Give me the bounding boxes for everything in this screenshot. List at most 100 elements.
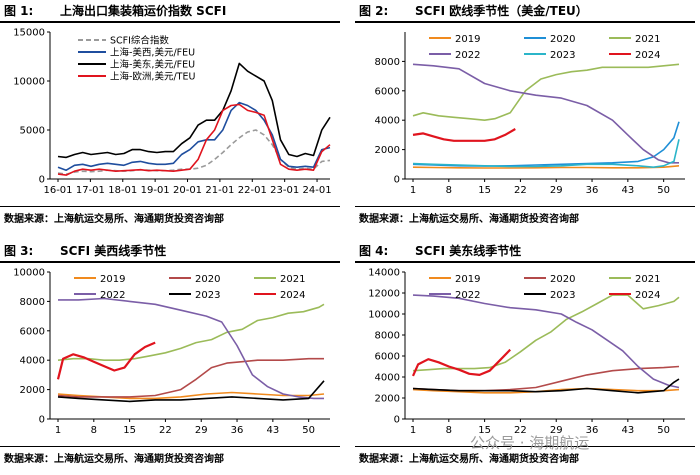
series-line-2024 [411,348,511,377]
x-tick-label: 8 [446,425,452,436]
y-tick-label: 10000 [13,77,45,88]
x-tick-label: 29 [195,425,208,436]
x-tick-label: 43 [621,425,634,436]
x-tick-label: 1 [55,425,61,436]
y-tick-label: 0 [39,175,45,186]
x-tick-label: 22-01 [238,185,267,196]
legend-label: 2023 [195,290,220,301]
x-tick-label: 8 [91,425,97,436]
legend-label: 2019 [455,274,480,285]
line-chart-fig4: 0 2000 4000 6000 8000 10000 12000 14000 1 8 15 22 29… [368,268,685,436]
data-source-note: 数据来源：上海航运交易所、海通期货投资咨询部 [4,454,224,465]
x-tick-label: 43 [266,425,279,436]
series-line-2024 [412,128,516,142]
y-tick-label: 2000 [375,394,400,405]
legend-label: 2020 [195,274,220,285]
series-line-2022 [58,297,324,400]
x-tick-label: 22 [514,425,527,436]
y-tick-label: 6000 [375,86,400,97]
x-tick-label: 15 [478,425,491,436]
y-tick-label: 6000 [20,326,45,337]
data-source-note: 数据来源：上海航运交易所、海通期货投资咨询部 [359,454,579,465]
y-tick-label: 8000 [375,57,400,68]
series-line-2021 [412,294,680,372]
x-tick-label: 18-01 [108,185,137,196]
title-rule [0,21,340,23]
source-rule [355,206,695,207]
legend-label: 2019 [100,274,125,285]
legend-label: SCFI综合指数 [110,35,169,47]
x-tick-label: 20-01 [173,185,202,196]
x-tick-label: 29 [550,185,563,196]
source-rule [355,446,695,447]
series-line-2022 [412,294,680,389]
line-chart-fig3: 0 2000 4000 6000 8000 10000 1 8 15 22 29 36 43 50 2019… [13,268,330,436]
series-line-2021 [412,63,680,121]
y-tick-label: 10000 [13,268,45,279]
y-tick-label: 2000 [20,385,45,396]
chart-panel-fig3: 图 3: SCFI 美西线季节性 0 2000 4000 6000 8000 10000 1 8… [0,240,340,474]
legend-label: 2024 [635,50,660,61]
line-chart-fig2: 0 2000 4000 6000 8000 1 8 15 22 29 36 43 50 2019 2020 2… [375,32,685,196]
series-line-2021 [57,303,325,361]
watermark: 公众号 · 海期航运 [470,434,590,452]
y-tick-label: 0 [394,415,400,426]
x-tick-label: 36 [231,425,244,436]
chart-title: 图 2: SCFI 欧线季节性（美金/TEU） [359,4,588,18]
line-chart-fig1: 0 5000 10000 15000 16-01 17-01 18-01 19-01 20-01… [13,28,332,197]
x-tick-label: 50 [302,425,315,436]
x-tick-label: 16-01 [43,185,72,196]
series-line-2023 [412,378,680,394]
title-rule [355,261,695,263]
legend-label: 2022 [455,50,480,61]
chart-panel-fig2: 图 2: SCFI 欧线季节性（美金/TEU） 0 2000 4000 6000 8000… [355,0,695,234]
y-tick-label: 8000 [375,331,400,342]
y-tick-label: 6000 [375,352,400,363]
x-tick-label: 50 [657,425,670,436]
chart-panel-fig4: 图 4: SCFI 美东线季节性 0 2000 4000 6000 8000 10000 1 2… [355,240,695,474]
source-rule [0,446,340,447]
x-tick-label: 23-01 [270,185,299,196]
title-rule [355,21,695,23]
legend-label: 2020 [550,34,575,45]
series-line-2020 [57,357,324,398]
x-tick-label: 29 [550,425,563,436]
legend-label: 2019 [455,34,480,45]
x-tick-label: 43 [621,185,634,196]
x-tick-label: 1 [410,185,416,196]
y-tick-label: 5000 [20,126,45,137]
series-line-2020 [412,365,680,392]
x-tick-label: 50 [657,185,670,196]
legend-label: 上海-欧洲,美元/TEU [110,71,195,83]
series-line-SCFI综合指数 [57,129,331,175]
x-tick-label: 19-01 [141,185,170,196]
series-line-2023 [57,380,325,403]
chart-title: 图 3: SCFI 美西线季节性 [4,244,167,258]
data-source-note: 数据来源：上海航运交易所、海通期货投资咨询部 [359,214,579,225]
legend-label: 2021 [635,34,660,45]
x-tick-label: 36 [586,185,599,196]
x-tick-label: 24-01 [303,185,332,196]
legend-label: 上海-美东,美元/FEU [110,59,195,71]
x-tick-label: 15 [478,185,491,196]
y-tick-label: 10000 [368,310,400,321]
title-rule [0,261,340,263]
legend-label: 2020 [550,274,575,285]
series-line-上海-美西,美元/FEU [57,101,331,171]
y-tick-label: 4000 [20,356,45,367]
x-tick-label: 22 [514,185,527,196]
x-tick-label: 15 [123,425,136,436]
chart-title: 图 4: SCFI 美东线季节性 [359,244,522,258]
y-tick-label: 0 [39,415,45,426]
y-tick-label: 4000 [375,373,400,384]
chart-title: 图 1: 上海出口集装箱运价指数 SCFI [4,4,227,18]
data-source-note: 数据来源：上海航运交易所、海通期货投资咨询部 [4,214,224,225]
series-line-2022 [412,63,679,164]
legend-label: 2023 [550,50,575,61]
y-tick-label: 4000 [375,116,400,127]
legend-label: 2022 [455,290,480,301]
x-tick-label: 36 [586,425,599,436]
x-tick-label: 1 [410,425,416,436]
legend-label: 上海-美西,美元/FEU [110,47,195,59]
source-rule [0,206,340,207]
